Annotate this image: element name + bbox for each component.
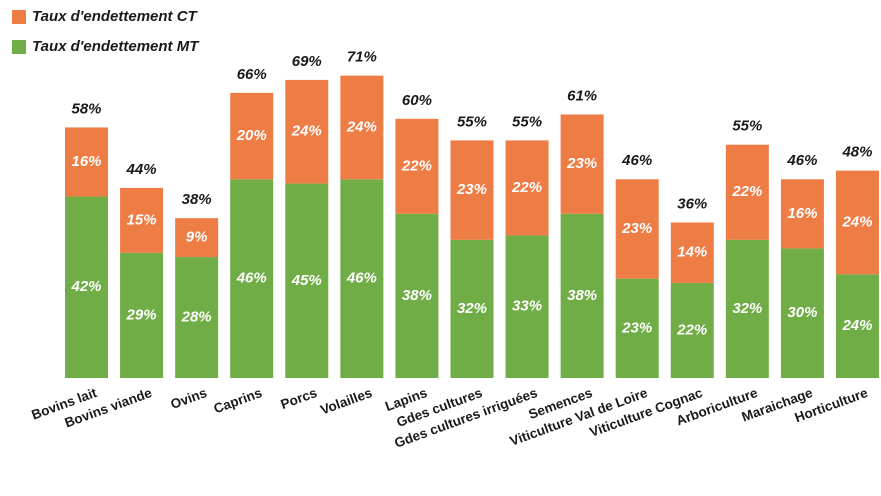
total-label: 69%	[292, 53, 322, 70]
bar-segment	[285, 79, 329, 184]
segment-label: 14%	[677, 244, 707, 261]
bar-segment	[505, 235, 549, 378]
bar-segment	[670, 222, 714, 283]
segment-label: 22%	[401, 157, 432, 174]
segment-label: 23%	[566, 155, 597, 172]
bar-segment	[780, 179, 824, 249]
segment-label: 16%	[71, 153, 101, 170]
total-label: 58%	[71, 100, 101, 117]
bar-segment	[725, 144, 769, 240]
legend-swatch	[12, 40, 26, 54]
segment-label: 16%	[787, 205, 817, 222]
segment-label: 32%	[732, 300, 762, 317]
segment-label: 23%	[456, 181, 487, 198]
segment-label: 46%	[236, 270, 267, 287]
x-tick-label: Porcs	[279, 385, 319, 412]
total-label: 38%	[182, 191, 212, 208]
x-tick-label: Volailles	[318, 385, 374, 417]
segment-label: 22%	[511, 179, 542, 196]
x-tick-label: Caprins	[212, 385, 264, 416]
total-label: 44%	[126, 161, 157, 178]
total-label: 60%	[402, 92, 432, 109]
segment-label: 23%	[621, 220, 652, 237]
bar-segment	[560, 213, 604, 378]
segment-label: 24%	[841, 213, 872, 230]
total-label: 66%	[237, 66, 267, 83]
x-tick-label: Ovins	[169, 385, 209, 412]
segment-label: 24%	[841, 317, 872, 334]
bar-segment	[340, 75, 384, 180]
segment-label: 33%	[512, 298, 542, 315]
segment-label: 38%	[567, 287, 597, 304]
bar-segment	[395, 213, 439, 378]
legend-label: Taux d'endettement MT	[32, 38, 200, 55]
bar-segment	[120, 252, 164, 378]
segment-label: 32%	[457, 300, 487, 317]
total-label: 36%	[677, 195, 707, 212]
total-label: 71%	[347, 49, 377, 66]
legend-label: Taux d'endettement CT	[32, 8, 199, 25]
total-label: 48%	[841, 144, 872, 161]
bar-segment	[780, 248, 824, 378]
bar-segment	[175, 218, 219, 258]
total-label: 55%	[732, 118, 762, 135]
segment-label: 24%	[346, 118, 377, 135]
legend-swatch	[12, 10, 26, 24]
bar-segment	[670, 282, 714, 378]
bar-segment	[835, 170, 879, 275]
segment-label: 38%	[402, 287, 432, 304]
segment-label: 15%	[127, 211, 157, 228]
bar-segment	[340, 179, 384, 378]
segment-label: 23%	[621, 319, 652, 336]
total-label: 55%	[457, 113, 487, 130]
segment-label: 46%	[346, 270, 377, 287]
bar-segment	[230, 92, 274, 180]
segment-label: 9%	[186, 229, 208, 246]
bar-segment	[450, 239, 494, 378]
bar-segment	[285, 183, 329, 378]
bar-segment	[230, 179, 274, 378]
bar-segment	[120, 187, 164, 253]
segment-label: 42%	[70, 278, 101, 295]
segment-label: 30%	[787, 304, 817, 321]
total-label: 55%	[512, 113, 542, 130]
bar-segment	[65, 127, 108, 197]
segment-label: 22%	[731, 183, 762, 200]
bar-segment	[175, 257, 219, 378]
segment-label: 45%	[291, 272, 322, 289]
total-label: 46%	[786, 152, 817, 169]
segment-label: 24%	[291, 123, 322, 140]
segment-label: 20%	[236, 127, 267, 144]
segment-label: 28%	[181, 308, 212, 325]
bar-segment	[65, 196, 108, 378]
bar-segment	[615, 179, 659, 279]
bar-segment	[725, 239, 769, 378]
bar-segment	[505, 140, 549, 236]
segment-label: 29%	[126, 306, 157, 323]
bar-segment	[395, 118, 439, 214]
bar-segment	[560, 114, 604, 214]
bar-segment	[615, 278, 659, 378]
bar-segment	[835, 274, 879, 378]
total-label: 46%	[621, 152, 652, 169]
segment-label: 22%	[676, 321, 707, 338]
bar-segment	[450, 140, 494, 240]
total-label: 61%	[567, 87, 597, 104]
